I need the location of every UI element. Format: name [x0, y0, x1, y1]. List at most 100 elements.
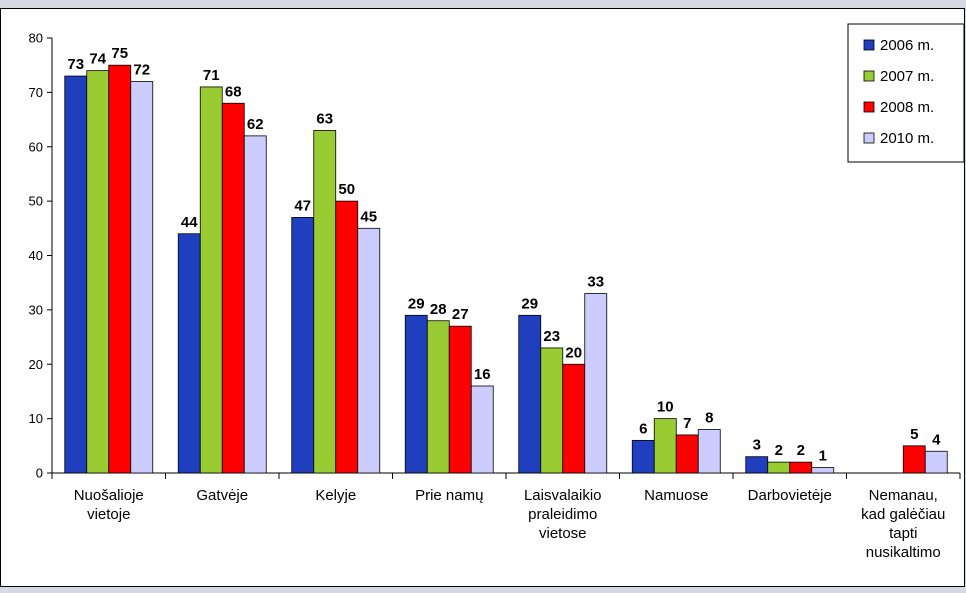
bar	[199, 86, 223, 474]
data-label: 47	[294, 197, 311, 214]
data-label: 23	[543, 328, 560, 345]
bar	[675, 434, 699, 474]
bar	[470, 385, 494, 474]
y-tick-label: 60	[29, 139, 43, 154]
bar	[902, 445, 926, 474]
category-label-line: Gatvėje	[196, 487, 248, 504]
data-label: 62	[247, 116, 264, 133]
bar	[130, 81, 154, 474]
bar	[653, 418, 677, 474]
category-label-line: Nemanau,	[869, 487, 938, 504]
legend-label: 2008 m.	[880, 99, 934, 116]
category-label-line: vietoje	[87, 506, 130, 523]
category-label-line: nusikaltimo	[866, 544, 941, 561]
data-label: 74	[89, 51, 106, 68]
y-tick-label: 50	[29, 194, 43, 209]
y-axis: 0 10 20 30 40 50 60 70 80	[29, 31, 53, 481]
category-label-line: Darbovietėje	[748, 487, 832, 504]
bar	[924, 450, 948, 474]
bar	[335, 200, 359, 474]
category-label-line: kad galėčiau	[861, 506, 945, 523]
bar	[86, 70, 110, 474]
data-label: 6	[639, 420, 647, 437]
category-label: Prie namų	[415, 487, 483, 504]
data-label: 29	[521, 295, 538, 312]
y-tick-label: 70	[29, 85, 43, 100]
data-label: 8	[705, 410, 713, 427]
data-label: 2	[775, 442, 783, 459]
bar	[584, 293, 608, 474]
bar-chart: 0 10 20 30 40 50 60 70 80 Nuošalioje vietoje Gatvė…	[0, 8, 965, 587]
legend-label: 2007 m.	[880, 68, 934, 85]
category-label: Darbovietėje	[748, 487, 832, 504]
category-label: Kelyje	[315, 487, 356, 504]
data-label: 63	[316, 110, 333, 127]
data-label: 71	[203, 67, 220, 84]
bar	[562, 363, 586, 474]
bar	[767, 461, 791, 474]
bar	[177, 233, 201, 474]
bar	[404, 314, 428, 474]
bar	[64, 75, 88, 474]
bar	[631, 439, 655, 474]
bar	[313, 130, 337, 474]
category-label: Namuose	[644, 487, 708, 504]
legend-swatch	[863, 101, 875, 113]
data-label: 5	[910, 426, 918, 443]
bars	[64, 64, 948, 474]
bar	[811, 467, 835, 474]
bar	[448, 325, 472, 474]
data-label: 73	[67, 56, 84, 73]
category-label-line: vietose	[539, 525, 587, 542]
data-label: 16	[474, 366, 491, 383]
data-label: 4	[932, 431, 941, 448]
data-label: 75	[111, 45, 128, 62]
category-label-line: tapti	[889, 525, 917, 542]
data-label: 3	[753, 437, 761, 454]
data-label: 7	[683, 415, 691, 432]
category-label-line: Kelyje	[315, 487, 356, 504]
data-label: 1	[819, 448, 827, 465]
category-label-line: Nuošalioje	[74, 487, 144, 504]
legend-label: 2010 m.	[880, 130, 934, 147]
data-label: 44	[181, 214, 198, 231]
bar	[697, 429, 721, 474]
bar	[357, 227, 381, 474]
y-tick-label: 10	[29, 411, 43, 426]
legend-swatch	[863, 70, 875, 82]
data-label: 33	[587, 274, 604, 291]
y-tick-label: 40	[29, 248, 43, 263]
bar	[108, 64, 132, 474]
category-label: Nemanau, kad galėčiau tapti nusikaltimo	[861, 487, 945, 561]
y-tick-label: 0	[36, 466, 43, 481]
legend-swatch	[863, 132, 875, 144]
bar	[426, 320, 450, 474]
data-label: 10	[657, 399, 674, 416]
bar	[540, 347, 564, 474]
category-label-line: Namuose	[644, 487, 708, 504]
category-label: Nuošalioje vietoje	[74, 487, 144, 523]
legend-swatch	[863, 39, 875, 51]
chart-background	[0, 8, 965, 587]
bar	[291, 217, 315, 474]
bar	[745, 456, 769, 474]
category-label-line: Laisvalaikio	[524, 487, 602, 504]
category-label: Laisvalaikio praleidimo vietose	[524, 487, 602, 542]
category-label: Gatvėje	[196, 487, 248, 504]
data-label: 50	[338, 181, 355, 198]
bar	[518, 314, 542, 474]
data-label: 27	[452, 306, 469, 323]
data-label: 45	[360, 208, 377, 225]
bar	[221, 102, 245, 474]
legend-label: 2006 m.	[880, 37, 934, 54]
y-tick-label: 80	[29, 31, 43, 46]
chart-frame: 0 10 20 30 40 50 60 70 80 Nuošalioje vietoje Gatvė…	[0, 8, 966, 588]
category-label-line: Prie namų	[415, 487, 483, 504]
data-label: 20	[565, 344, 582, 361]
legend: 2006 m. 2007 m. 2008 m. 2010 m.	[847, 23, 965, 163]
bar	[789, 461, 813, 474]
data-label: 2	[797, 442, 805, 459]
data-label: 28	[430, 301, 447, 318]
bar	[243, 135, 267, 474]
